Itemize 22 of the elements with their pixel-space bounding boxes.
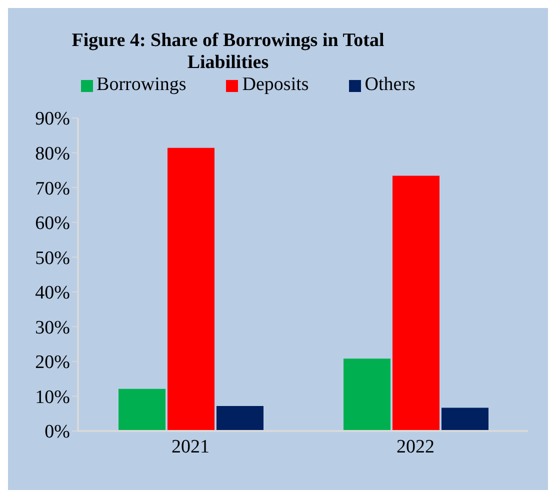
y-tick-label: 20% xyxy=(35,352,70,374)
y-tick-label: 40% xyxy=(35,282,70,304)
bar xyxy=(344,358,390,431)
bar xyxy=(442,408,488,431)
y-tick-label: 10% xyxy=(35,386,70,408)
y-tick-label: 0% xyxy=(44,422,70,443)
legend-label: Others xyxy=(364,74,416,95)
legend-label: Borrowings xyxy=(96,74,186,95)
bar xyxy=(216,406,264,431)
y-tick-label: 70% xyxy=(35,178,70,200)
y-tick-label: 60% xyxy=(35,213,70,234)
y-tick-label: 80% xyxy=(35,144,70,165)
y-tick-label: 90% xyxy=(35,108,70,130)
chart-title: Figure 4: Share of Borrowings in Total Liabilities xyxy=(70,30,386,74)
x-tick-label: 2022 xyxy=(396,436,434,458)
y-tick-label: 50% xyxy=(35,248,70,269)
bar xyxy=(392,176,440,431)
legend-label: Deposits xyxy=(242,74,309,95)
bar xyxy=(168,148,214,431)
bar xyxy=(118,388,166,431)
x-tick-label: 2021 xyxy=(172,436,210,458)
y-tick-label: 30% xyxy=(35,317,70,338)
